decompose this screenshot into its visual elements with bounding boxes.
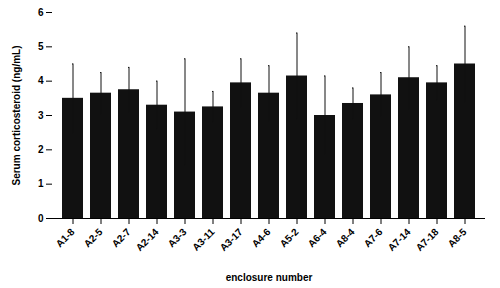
svg-text:A1-8: A1-8 <box>54 226 77 249</box>
svg-text:A4-6: A4-6 <box>250 226 273 249</box>
svg-text:0: 0 <box>38 213 44 224</box>
svg-text:A2-5: A2-5 <box>82 226 105 249</box>
svg-text:A3-17: A3-17 <box>218 226 245 253</box>
svg-text:A3-3: A3-3 <box>166 226 189 249</box>
svg-text:A2-14: A2-14 <box>134 226 161 253</box>
svg-text:3: 3 <box>38 110 44 121</box>
svg-text:A7-6: A7-6 <box>362 226 385 249</box>
svg-text:A7-18: A7-18 <box>414 226 441 253</box>
svg-text:enclosure number: enclosure number <box>226 272 313 283</box>
svg-text:5: 5 <box>38 41 44 52</box>
svg-text:A2-7: A2-7 <box>110 226 133 249</box>
svg-text:4: 4 <box>38 75 44 86</box>
svg-text:A7-14: A7-14 <box>386 226 413 253</box>
svg-text:A3-11: A3-11 <box>190 226 217 253</box>
svg-text:A6-4: A6-4 <box>306 226 329 249</box>
svg-text:6: 6 <box>38 7 44 18</box>
svg-text:Serum corticosteroid (ng/mL): Serum corticosteroid (ng/mL) <box>11 45 22 185</box>
svg-text:A8-5: A8-5 <box>446 226 469 249</box>
svg-text:A5-2: A5-2 <box>278 226 301 249</box>
svg-text:1: 1 <box>38 178 44 189</box>
svg-text:2: 2 <box>38 144 44 155</box>
svg-text:A8-4: A8-4 <box>334 226 357 249</box>
